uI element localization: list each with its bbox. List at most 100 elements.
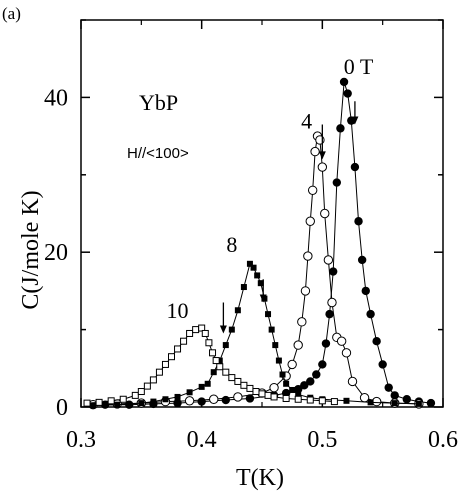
panel-label: (a) [2,4,21,23]
data-point [402,395,411,404]
axis-tick-labels: 0.3 0.4 0.5 0.6 0 20 40 [44,85,458,453]
data-point [173,398,182,408]
transition-arrow [219,302,227,334]
data-point [212,357,220,365]
data-point [332,178,342,187]
data-point [294,384,303,394]
data-point [306,377,315,386]
data-point [391,400,398,407]
data-point [216,357,223,364]
x-tick-label: 0.4 [187,427,217,453]
data-point [234,307,241,314]
data-point [95,398,103,406]
data-point [198,383,205,390]
data-point [361,286,370,296]
series-10 [83,324,338,407]
data-point [138,400,145,407]
data-point [209,394,219,404]
data-point [245,394,255,403]
data-point [228,326,235,333]
data-point [328,267,338,276]
plot-axes [80,19,444,408]
data-point [221,395,230,405]
data-point [343,89,352,98]
curve-label: 4 [301,108,312,133]
data-point [83,399,91,407]
x-tick-label: 0.3 [66,427,96,453]
data-point [107,397,115,405]
data-point [282,394,290,402]
series-line [105,81,431,406]
y-axis-title: C(J/mole K) [18,190,44,309]
data-point [283,380,290,387]
x-tick-label: 0.6 [428,427,458,453]
data-point [143,382,151,390]
data-point [371,396,382,407]
arrow-head [351,116,359,125]
data-point [390,391,399,400]
data-point [269,382,279,393]
curve-label: 0 T [344,54,374,79]
transition-arrow [351,101,359,125]
data-point [372,337,381,346]
data-point [320,208,330,219]
y-tick-label: 20 [44,240,68,266]
data-point [150,398,157,405]
data-point [307,185,318,195]
data-point [327,297,337,308]
series-line [93,262,419,406]
data-point [336,124,345,133]
data-point [246,384,254,392]
data-point [119,395,127,403]
data-point [310,146,320,157]
data-point [323,255,334,265]
data-point [192,326,200,334]
data-point [246,260,253,267]
data-point [300,381,309,390]
data-point [295,391,302,398]
data-point [131,391,139,399]
data-series [83,77,436,410]
y-tick-label: 40 [44,85,68,111]
data-point [186,389,193,396]
data-point [289,386,296,393]
data-point [350,162,360,172]
data-point [222,342,229,349]
curve-label: 8 [226,232,237,257]
data-point [343,397,350,404]
data-point [312,370,321,379]
data-point [252,388,260,396]
data-point [149,376,157,384]
data-point [318,397,326,405]
arrow-head [318,151,326,160]
data-point [354,217,363,226]
curve-labels: 0 T 4 8 10 [167,54,374,323]
data-point [378,360,387,369]
data-point [184,396,195,406]
data-point [336,336,347,346]
data-point [174,393,181,400]
arrow-head [219,325,227,334]
data-point [270,393,278,401]
data-point [155,368,163,376]
data-point [317,162,328,172]
data-point [279,371,286,378]
y-tick-label: 0 [56,395,68,421]
data-point [222,368,230,376]
curve-label: 10 [167,298,189,323]
data-point [186,329,194,337]
series-0t [100,77,436,409]
data-point [240,381,248,389]
data-point [258,390,266,398]
data-point [168,353,175,361]
data-point [287,359,297,370]
data-point [180,337,188,345]
data-point [293,340,303,350]
data-point [228,374,236,382]
data-point [254,272,261,279]
series-8 [90,260,422,409]
data-point [209,349,217,357]
data-point [341,348,352,358]
data-point [240,284,247,291]
